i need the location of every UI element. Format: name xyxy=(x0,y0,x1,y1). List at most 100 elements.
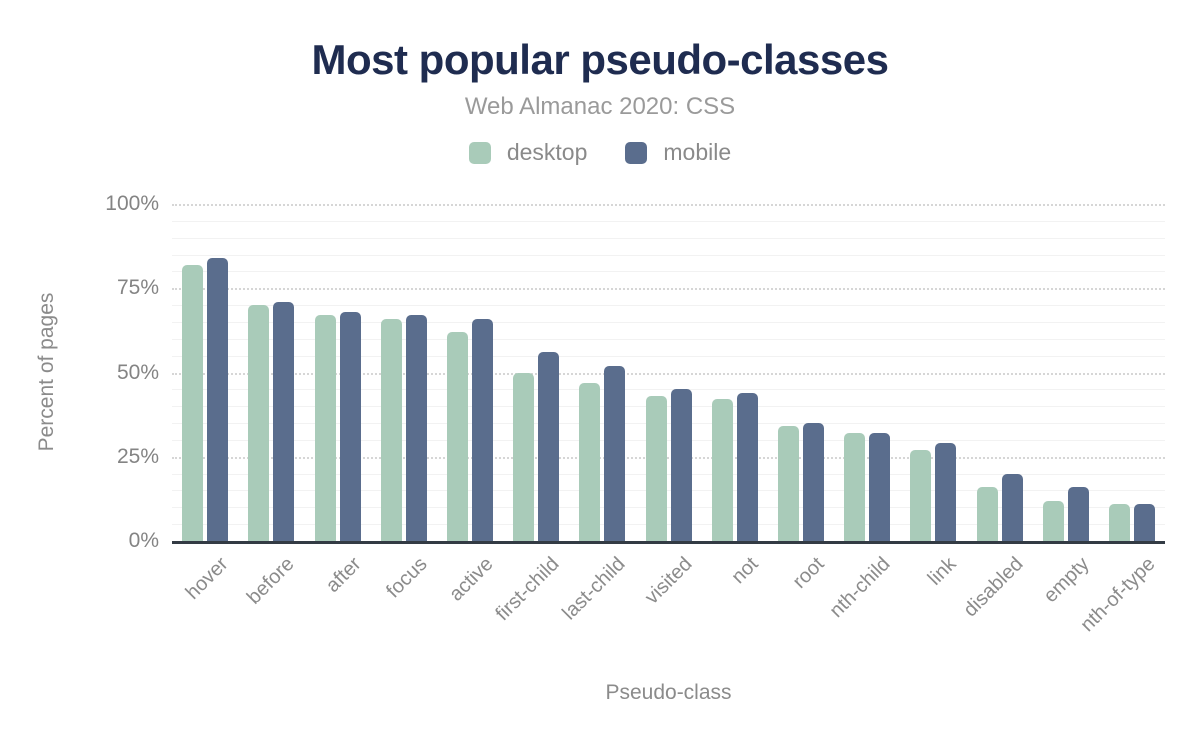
bar-desktop-empty[interactable] xyxy=(1042,500,1064,541)
bar-mobile-hover[interactable] xyxy=(207,257,229,541)
legend-label-desktop: desktop xyxy=(506,139,588,165)
legend: desktop mobile xyxy=(0,139,1200,166)
bar-group-link xyxy=(900,204,966,541)
bar-desktop-root[interactable] xyxy=(777,426,799,541)
x-tick-label-root: root xyxy=(788,553,829,593)
bar-mobile-nth-child[interactable] xyxy=(869,433,891,541)
bar-mobile-empty[interactable] xyxy=(1067,487,1089,541)
legend-swatch-desktop-icon xyxy=(468,141,491,164)
minor-gridline-90 xyxy=(172,237,1165,239)
bar-group-not xyxy=(702,204,768,541)
y-tick-label-50: 50% xyxy=(116,360,159,384)
legend-swatch-mobile-icon xyxy=(625,141,648,164)
minor-gridline-40 xyxy=(172,406,1165,408)
x-tick-label-not: not xyxy=(727,553,763,589)
minor-gridline-60 xyxy=(172,338,1165,340)
minor-gridline-20 xyxy=(172,473,1165,475)
minor-gridline-95 xyxy=(172,220,1165,222)
minor-gridline-80 xyxy=(172,271,1165,273)
bars-layer xyxy=(172,204,1165,541)
x-tick-label-link: link xyxy=(924,553,961,590)
bar-desktop-after[interactable] xyxy=(314,315,336,541)
bar-mobile-last-child[interactable] xyxy=(604,365,626,541)
x-axis-line xyxy=(172,541,1165,544)
bar-mobile-nth-of-type[interactable] xyxy=(1133,503,1155,541)
bar-mobile-disabled[interactable] xyxy=(1001,473,1023,541)
plot-area xyxy=(172,204,1165,544)
y-tick-label-100: 100% xyxy=(105,192,159,215)
x-tick-label-hover: hover xyxy=(181,553,233,604)
bar-group-visited xyxy=(635,204,701,541)
bar-desktop-first-child[interactable] xyxy=(513,372,535,541)
x-tick-label-last-child: last-child xyxy=(558,553,630,625)
major-gridline-75 xyxy=(172,288,1165,291)
bar-mobile-first-child[interactable] xyxy=(538,352,560,541)
x-axis-title: Pseudo-class xyxy=(605,681,732,704)
bar-group-first-child xyxy=(503,204,569,541)
bar-mobile-after[interactable] xyxy=(339,311,361,541)
minor-gridline-15 xyxy=(172,490,1165,492)
bar-mobile-active[interactable] xyxy=(471,318,493,541)
bar-mobile-before[interactable] xyxy=(273,301,295,541)
major-gridline-100 xyxy=(172,204,1165,206)
legend-item-mobile[interactable]: mobile xyxy=(625,139,731,166)
minor-gridline-70 xyxy=(172,305,1165,307)
minor-gridline-65 xyxy=(172,321,1165,323)
bar-desktop-hover[interactable] xyxy=(182,264,204,541)
x-tick-label-focus: focus xyxy=(381,553,432,603)
y-tick-label-0: 0% xyxy=(128,529,159,552)
bar-group-after xyxy=(304,204,370,541)
legend-label-mobile: mobile xyxy=(663,139,732,165)
legend-item-desktop[interactable]: desktop xyxy=(468,139,588,166)
major-gridline-50 xyxy=(172,372,1165,375)
bar-group-active xyxy=(437,204,503,541)
bar-mobile-not[interactable] xyxy=(736,392,758,541)
y-axis-tick-labels: 0% 25% 50% 75% 100% xyxy=(0,192,159,552)
bar-group-focus xyxy=(371,204,437,541)
bar-group-nth-child xyxy=(834,204,900,541)
bar-group-last-child xyxy=(569,204,635,541)
minor-gridline-30 xyxy=(172,439,1165,441)
x-tick-label-nth-child: nth-child xyxy=(825,553,895,623)
major-gridline-25 xyxy=(172,456,1165,459)
bar-mobile-root[interactable] xyxy=(802,423,824,541)
bar-desktop-disabled[interactable] xyxy=(976,487,998,541)
bar-desktop-last-child[interactable] xyxy=(579,382,601,541)
bar-group-nth-of-type xyxy=(1099,204,1165,541)
x-tick-label-visited: visited xyxy=(640,553,697,609)
bar-mobile-focus[interactable] xyxy=(405,315,427,541)
chart-subtitle: Web Almanac 2020: CSS xyxy=(464,93,736,120)
bar-desktop-visited[interactable] xyxy=(645,396,667,541)
bar-group-root xyxy=(768,204,834,541)
bar-desktop-nth-child[interactable] xyxy=(844,433,866,541)
x-tick-label-before: before xyxy=(243,553,299,609)
bar-group-hover xyxy=(172,204,238,541)
bar-desktop-nth-of-type[interactable] xyxy=(1108,503,1130,541)
minor-gridline-10 xyxy=(172,507,1165,509)
bar-desktop-not[interactable] xyxy=(711,399,733,541)
x-tick-label-empty: empty xyxy=(1039,553,1094,608)
bar-desktop-focus[interactable] xyxy=(380,318,402,541)
minor-gridline-5 xyxy=(172,524,1165,526)
y-tick-label-75: 75% xyxy=(116,276,159,300)
x-axis-tick-labels: hover before after focus active first-child la… xyxy=(172,541,1165,651)
x-tick-label-after: after xyxy=(321,553,366,597)
minor-gridline-55 xyxy=(172,355,1165,357)
bar-group-empty xyxy=(1033,204,1099,541)
bar-group-before xyxy=(238,204,304,541)
x-tick-label-active: active xyxy=(444,553,498,606)
chart-title: Most popular pseudo-classes xyxy=(311,36,889,83)
bar-desktop-active[interactable] xyxy=(446,332,468,541)
bar-group-disabled xyxy=(966,204,1032,541)
y-tick-label-25: 25% xyxy=(116,444,159,468)
bar-desktop-link[interactable] xyxy=(910,450,932,541)
minor-gridline-85 xyxy=(172,254,1165,256)
x-tick-label-disabled: disabled xyxy=(958,553,1028,622)
bar-mobile-link[interactable] xyxy=(935,443,957,541)
minor-gridline-45 xyxy=(172,389,1165,391)
minor-gridline-35 xyxy=(172,423,1165,425)
x-tick-label-first-child: first-child xyxy=(491,553,564,626)
bar-mobile-visited[interactable] xyxy=(670,389,692,541)
bar-desktop-before[interactable] xyxy=(248,305,270,541)
